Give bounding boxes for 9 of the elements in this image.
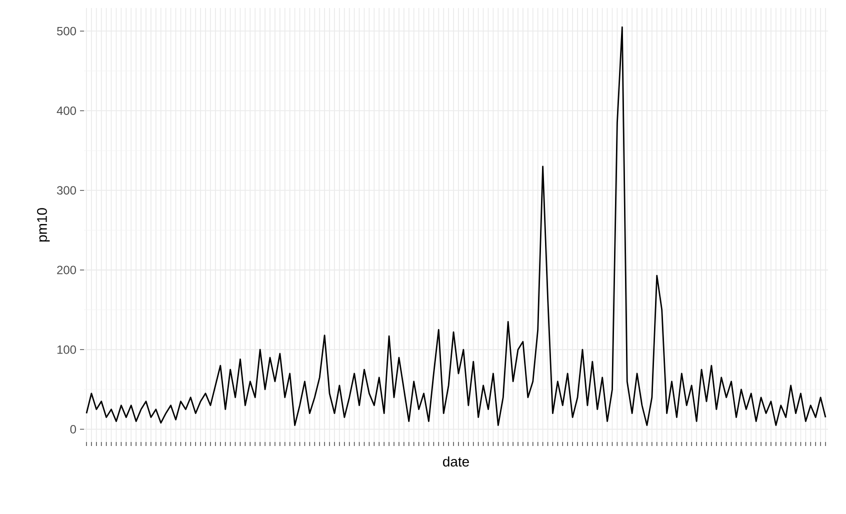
y-axis-title: pm10 [37,208,50,242]
y-tick-label: 400 [56,106,76,115]
y-tick-label: 0 [70,425,76,434]
y-tick-label: 200 [57,266,76,274]
x-axis-title: date [443,456,469,467]
y-tick-label: 500 [57,26,76,36]
y-tick-label: 100 [57,345,76,354]
line-series [86,26,826,426]
y-tick-label: 300 [56,186,76,195]
